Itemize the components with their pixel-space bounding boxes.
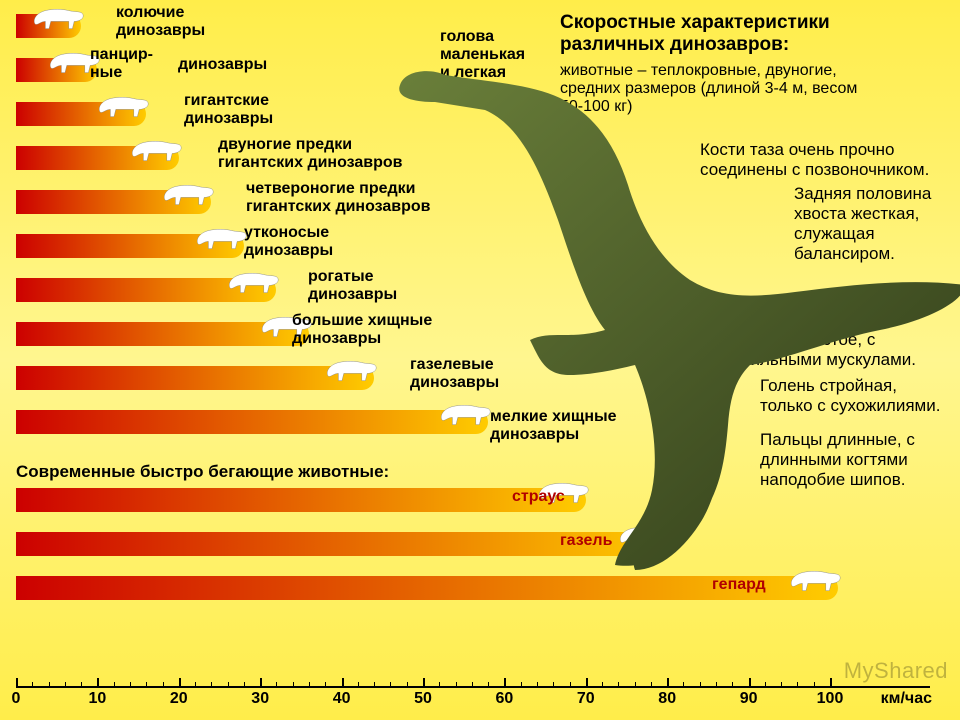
axis-tick-minor bbox=[570, 682, 571, 688]
axis-tick-minor bbox=[114, 682, 115, 688]
bar-label: рогатыединозавры bbox=[308, 268, 397, 304]
axis-tick-major bbox=[749, 678, 751, 688]
axis-tick-minor bbox=[700, 682, 701, 688]
bar-label: газель bbox=[560, 532, 612, 550]
axis-tick-minor bbox=[537, 682, 538, 688]
dino-bar-row bbox=[16, 14, 81, 42]
axis-tick-minor bbox=[32, 682, 33, 688]
axis-tick-minor bbox=[407, 682, 408, 688]
dino-bar-row bbox=[16, 190, 211, 218]
bar-label: мелкие хищныединозавры bbox=[490, 408, 617, 444]
axis-tick-label: 60 bbox=[495, 690, 513, 708]
bar-label: страус bbox=[512, 488, 565, 506]
axis-tick-minor bbox=[390, 682, 391, 688]
axis-tick-label: 100 bbox=[817, 690, 844, 708]
dino-bar-row bbox=[16, 278, 276, 306]
axis-tick-major bbox=[16, 678, 18, 688]
axis-tick-minor bbox=[293, 682, 294, 688]
axis-tick-minor bbox=[163, 682, 164, 688]
main-dinosaur-icon bbox=[390, 30, 960, 590]
bar-label: гепард bbox=[712, 576, 766, 594]
axis-tick-major bbox=[342, 678, 344, 688]
axis-tick-minor bbox=[49, 682, 50, 688]
bar-label: газелевыединозавры bbox=[410, 356, 499, 392]
modern-section-label: Современные быстро бегающие животные: bbox=[16, 462, 389, 482]
axis-tick-minor bbox=[146, 682, 147, 688]
watermark: MyShared bbox=[844, 658, 948, 684]
bar-label: большие хищныединозавры bbox=[292, 312, 432, 348]
axis-unit: км/час bbox=[881, 690, 932, 708]
bar-label: четвероногие предкигигантских динозавров bbox=[246, 180, 431, 216]
dino-bar-row bbox=[16, 322, 309, 350]
axis-tick-minor bbox=[228, 682, 229, 688]
axis-tick-minor bbox=[553, 682, 554, 688]
dino-bar-row bbox=[16, 234, 244, 262]
bar-label: утконосыединозавры bbox=[244, 224, 333, 260]
axis-tick-label: 70 bbox=[577, 690, 595, 708]
axis-tick-minor bbox=[309, 682, 310, 688]
axis-tick-minor bbox=[716, 682, 717, 688]
axis-tick-minor bbox=[276, 682, 277, 688]
dino-bar-row bbox=[16, 146, 179, 174]
bar-label: двуногие предкигигантских динозавров bbox=[218, 136, 403, 172]
axis-tick-label: 50 bbox=[414, 690, 432, 708]
axis-tick-major bbox=[830, 678, 832, 688]
axis-tick-label: 30 bbox=[251, 690, 269, 708]
axis-tick-major bbox=[97, 678, 99, 688]
axis-tick-minor bbox=[456, 682, 457, 688]
axis-tick-minor bbox=[358, 682, 359, 688]
axis-tick-minor bbox=[211, 682, 212, 688]
axis-tick-minor bbox=[732, 682, 733, 688]
axis-tick-minor bbox=[195, 682, 196, 688]
axis-tick-label: 20 bbox=[170, 690, 188, 708]
axis-tick-minor bbox=[439, 682, 440, 688]
dino-bar-row bbox=[16, 58, 97, 86]
dino-bar-row bbox=[16, 102, 146, 130]
axis-tick-minor bbox=[130, 682, 131, 688]
axis-tick-major bbox=[179, 678, 181, 688]
x-axis: 0102030405060708090100 км/час bbox=[16, 672, 930, 704]
axis-tick-minor bbox=[602, 682, 603, 688]
axis-tick-label: 10 bbox=[88, 690, 106, 708]
axis-tick-label: 90 bbox=[740, 690, 758, 708]
axis-tick-minor bbox=[683, 682, 684, 688]
bar-label: гигантскиединозавры bbox=[184, 92, 273, 128]
axis-tick-minor bbox=[488, 682, 489, 688]
axis-tick-minor bbox=[814, 682, 815, 688]
axis-tick-label: 40 bbox=[333, 690, 351, 708]
axis-tick-minor bbox=[781, 682, 782, 688]
speed-bar bbox=[16, 366, 374, 390]
axis-tick-major bbox=[667, 678, 669, 688]
axis-tick-minor bbox=[65, 682, 66, 688]
axis-tick-minor bbox=[765, 682, 766, 688]
axis-tick-label: 80 bbox=[658, 690, 676, 708]
axis-tick-label: 0 bbox=[12, 690, 21, 708]
axis-tick-minor bbox=[635, 682, 636, 688]
axis-tick-major bbox=[260, 678, 262, 688]
axis-line bbox=[16, 686, 930, 688]
dino-bar-row bbox=[16, 366, 374, 394]
bar-label: панцир-ные bbox=[90, 46, 153, 82]
axis-tick-minor bbox=[81, 682, 82, 688]
axis-tick-major bbox=[423, 678, 425, 688]
axis-tick-major bbox=[504, 678, 506, 688]
axis-tick-minor bbox=[797, 682, 798, 688]
axis-tick-major bbox=[586, 678, 588, 688]
bar-label: колючиединозавры bbox=[116, 4, 205, 40]
axis-tick-minor bbox=[472, 682, 473, 688]
axis-tick-minor bbox=[618, 682, 619, 688]
axis-tick-minor bbox=[244, 682, 245, 688]
axis-tick-minor bbox=[651, 682, 652, 688]
axis-tick-minor bbox=[374, 682, 375, 688]
axis-tick-minor bbox=[521, 682, 522, 688]
axis-tick-minor bbox=[325, 682, 326, 688]
bar-label: динозавры bbox=[178, 56, 267, 74]
infographic-canvas: Современные быстро бегающие животные: Ск… bbox=[0, 0, 960, 720]
